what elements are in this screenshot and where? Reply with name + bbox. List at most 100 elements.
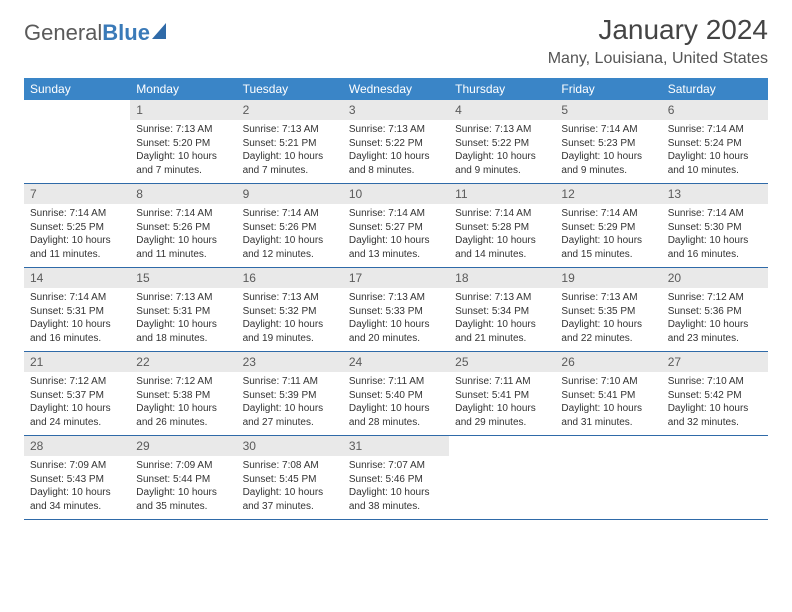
calendar-week: 1Sunrise: 7:13 AMSunset: 5:20 PMDaylight… [24,100,768,184]
day-details: Sunrise: 7:12 AMSunset: 5:37 PMDaylight:… [24,372,130,435]
day-details: Sunrise: 7:08 AMSunset: 5:45 PMDaylight:… [237,456,343,519]
day-header-row: SundayMondayTuesdayWednesdayThursdayFrid… [24,78,768,100]
day-number: 29 [130,436,236,456]
day-details: Sunrise: 7:12 AMSunset: 5:38 PMDaylight:… [130,372,236,435]
day-details: Sunrise: 7:13 AMSunset: 5:21 PMDaylight:… [237,120,343,183]
day-number: 20 [662,268,768,288]
logo-text: GeneralBlue [24,20,150,46]
calendar-cell: 28Sunrise: 7:09 AMSunset: 5:43 PMDayligh… [24,436,130,519]
day-number: 12 [555,184,661,204]
calendar-cell: 18Sunrise: 7:13 AMSunset: 5:34 PMDayligh… [449,268,555,351]
calendar-cell: 31Sunrise: 7:07 AMSunset: 5:46 PMDayligh… [343,436,449,519]
logo-text-gray: General [24,20,102,45]
day-header-cell: Monday [130,78,236,100]
day-number: 16 [237,268,343,288]
calendar-cell: 29Sunrise: 7:09 AMSunset: 5:44 PMDayligh… [130,436,236,519]
calendar-body: 1Sunrise: 7:13 AMSunset: 5:20 PMDaylight… [24,100,768,520]
calendar-cell: 2Sunrise: 7:13 AMSunset: 5:21 PMDaylight… [237,100,343,183]
location-subtitle: Many, Louisiana, United States [548,50,768,68]
calendar-cell: 14Sunrise: 7:14 AMSunset: 5:31 PMDayligh… [24,268,130,351]
day-details: Sunrise: 7:10 AMSunset: 5:42 PMDaylight:… [662,372,768,435]
day-details: Sunrise: 7:13 AMSunset: 5:35 PMDaylight:… [555,288,661,351]
day-number: 28 [24,436,130,456]
day-number: 6 [662,100,768,120]
day-details: Sunrise: 7:14 AMSunset: 5:29 PMDaylight:… [555,204,661,267]
calendar-cell: 8Sunrise: 7:14 AMSunset: 5:26 PMDaylight… [130,184,236,267]
day-details: Sunrise: 7:11 AMSunset: 5:40 PMDaylight:… [343,372,449,435]
title-block: January 2024 Many, Louisiana, United Sta… [548,14,768,68]
day-details: Sunrise: 7:14 AMSunset: 5:28 PMDaylight:… [449,204,555,267]
day-details: Sunrise: 7:09 AMSunset: 5:44 PMDaylight:… [130,456,236,519]
calendar-cell: 11Sunrise: 7:14 AMSunset: 5:28 PMDayligh… [449,184,555,267]
calendar-cell: 9Sunrise: 7:14 AMSunset: 5:26 PMDaylight… [237,184,343,267]
day-number: 9 [237,184,343,204]
calendar-cell [555,436,661,519]
calendar-cell: 26Sunrise: 7:10 AMSunset: 5:41 PMDayligh… [555,352,661,435]
calendar-cell: 12Sunrise: 7:14 AMSunset: 5:29 PMDayligh… [555,184,661,267]
calendar-cell [449,436,555,519]
logo-text-blue: Blue [102,20,150,45]
day-number: 22 [130,352,236,372]
day-details: Sunrise: 7:13 AMSunset: 5:34 PMDaylight:… [449,288,555,351]
day-number: 31 [343,436,449,456]
day-details: Sunrise: 7:13 AMSunset: 5:32 PMDaylight:… [237,288,343,351]
day-header-cell: Tuesday [237,78,343,100]
calendar-cell: 23Sunrise: 7:11 AMSunset: 5:39 PMDayligh… [237,352,343,435]
day-number: 19 [555,268,661,288]
calendar: SundayMondayTuesdayWednesdayThursdayFrid… [24,78,768,520]
day-details: Sunrise: 7:13 AMSunset: 5:22 PMDaylight:… [343,120,449,183]
calendar-cell [24,100,130,183]
day-header-cell: Friday [555,78,661,100]
day-number: 3 [343,100,449,120]
calendar-cell: 17Sunrise: 7:13 AMSunset: 5:33 PMDayligh… [343,268,449,351]
month-title: January 2024 [548,14,768,46]
day-details: Sunrise: 7:14 AMSunset: 5:23 PMDaylight:… [555,120,661,183]
day-number: 27 [662,352,768,372]
day-header-cell: Sunday [24,78,130,100]
day-details: Sunrise: 7:11 AMSunset: 5:39 PMDaylight:… [237,372,343,435]
day-number: 5 [555,100,661,120]
calendar-cell: 5Sunrise: 7:14 AMSunset: 5:23 PMDaylight… [555,100,661,183]
calendar-cell: 19Sunrise: 7:13 AMSunset: 5:35 PMDayligh… [555,268,661,351]
day-details: Sunrise: 7:14 AMSunset: 5:26 PMDaylight:… [237,204,343,267]
day-details: Sunrise: 7:14 AMSunset: 5:24 PMDaylight:… [662,120,768,183]
day-number: 26 [555,352,661,372]
calendar-cell [662,436,768,519]
calendar-cell: 13Sunrise: 7:14 AMSunset: 5:30 PMDayligh… [662,184,768,267]
day-details: Sunrise: 7:10 AMSunset: 5:41 PMDaylight:… [555,372,661,435]
logo: GeneralBlue [24,14,166,46]
logo-triangle-icon [152,23,166,39]
day-number: 23 [237,352,343,372]
day-number: 13 [662,184,768,204]
day-header-cell: Wednesday [343,78,449,100]
day-details: Sunrise: 7:14 AMSunset: 5:30 PMDaylight:… [662,204,768,267]
day-number: 24 [343,352,449,372]
calendar-cell: 20Sunrise: 7:12 AMSunset: 5:36 PMDayligh… [662,268,768,351]
day-number: 30 [237,436,343,456]
day-number: 10 [343,184,449,204]
day-details: Sunrise: 7:14 AMSunset: 5:25 PMDaylight:… [24,204,130,267]
day-number: 7 [24,184,130,204]
day-details: Sunrise: 7:12 AMSunset: 5:36 PMDaylight:… [662,288,768,351]
day-number: 11 [449,184,555,204]
calendar-cell: 25Sunrise: 7:11 AMSunset: 5:41 PMDayligh… [449,352,555,435]
calendar-week: 7Sunrise: 7:14 AMSunset: 5:25 PMDaylight… [24,184,768,268]
day-details: Sunrise: 7:07 AMSunset: 5:46 PMDaylight:… [343,456,449,519]
day-details: Sunrise: 7:13 AMSunset: 5:33 PMDaylight:… [343,288,449,351]
day-number: 4 [449,100,555,120]
calendar-cell: 1Sunrise: 7:13 AMSunset: 5:20 PMDaylight… [130,100,236,183]
calendar-cell: 24Sunrise: 7:11 AMSunset: 5:40 PMDayligh… [343,352,449,435]
day-details: Sunrise: 7:09 AMSunset: 5:43 PMDaylight:… [24,456,130,519]
calendar-week: 14Sunrise: 7:14 AMSunset: 5:31 PMDayligh… [24,268,768,352]
calendar-cell: 27Sunrise: 7:10 AMSunset: 5:42 PMDayligh… [662,352,768,435]
day-number: 8 [130,184,236,204]
calendar-week: 21Sunrise: 7:12 AMSunset: 5:37 PMDayligh… [24,352,768,436]
day-details: Sunrise: 7:13 AMSunset: 5:20 PMDaylight:… [130,120,236,183]
day-number: 18 [449,268,555,288]
day-details: Sunrise: 7:13 AMSunset: 5:31 PMDaylight:… [130,288,236,351]
day-details: Sunrise: 7:14 AMSunset: 5:31 PMDaylight:… [24,288,130,351]
calendar-cell: 10Sunrise: 7:14 AMSunset: 5:27 PMDayligh… [343,184,449,267]
day-details: Sunrise: 7:14 AMSunset: 5:27 PMDaylight:… [343,204,449,267]
day-number: 2 [237,100,343,120]
day-details: Sunrise: 7:14 AMSunset: 5:26 PMDaylight:… [130,204,236,267]
